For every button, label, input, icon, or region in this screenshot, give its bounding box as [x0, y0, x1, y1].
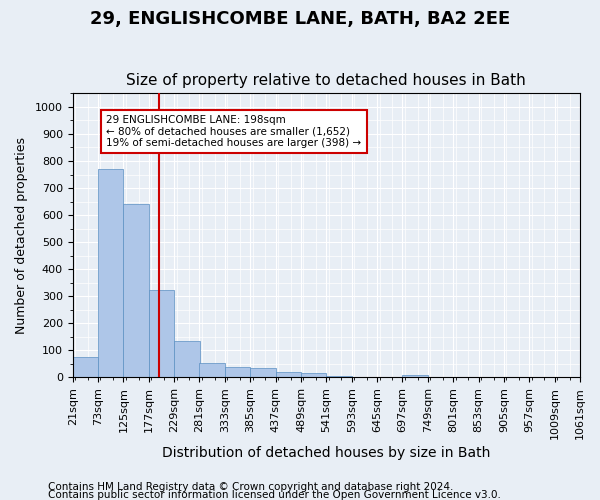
Bar — [199, 362, 225, 378]
Bar — [98, 169, 124, 378]
Text: 29 ENGLISHCOMBE LANE: 198sqm
← 80% of detached houses are smaller (1,652)
19% of: 29 ENGLISHCOMBE LANE: 198sqm ← 80% of de… — [106, 115, 361, 148]
Bar — [326, 376, 352, 378]
Bar — [275, 372, 301, 378]
Bar — [174, 341, 199, 378]
X-axis label: Distribution of detached houses by size in Bath: Distribution of detached houses by size … — [162, 446, 491, 460]
Text: Contains public sector information licensed under the Open Government Licence v3: Contains public sector information licen… — [48, 490, 501, 500]
Bar — [124, 204, 149, 378]
Bar — [403, 375, 428, 378]
Bar — [225, 366, 250, 378]
Title: Size of property relative to detached houses in Bath: Size of property relative to detached ho… — [127, 73, 526, 88]
Bar — [250, 368, 275, 378]
Bar — [301, 372, 326, 378]
Bar — [149, 290, 174, 378]
Text: 29, ENGLISHCOMBE LANE, BATH, BA2 2EE: 29, ENGLISHCOMBE LANE, BATH, BA2 2EE — [90, 10, 510, 28]
Text: Contains HM Land Registry data © Crown copyright and database right 2024.: Contains HM Land Registry data © Crown c… — [48, 482, 454, 492]
Bar — [73, 357, 98, 378]
Y-axis label: Number of detached properties: Number of detached properties — [15, 137, 28, 334]
